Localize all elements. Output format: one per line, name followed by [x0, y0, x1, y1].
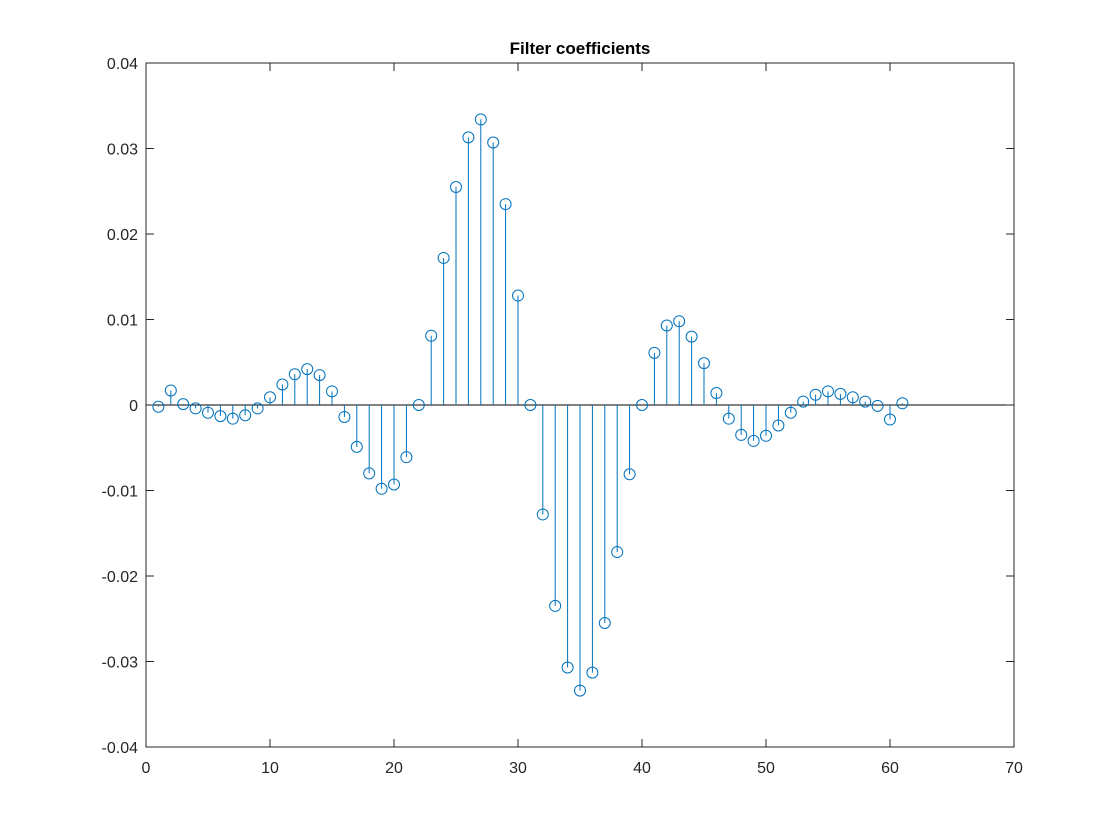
stem-marker — [760, 429, 772, 442]
stem-marker — [623, 468, 636, 481]
stem-marker — [437, 251, 450, 264]
stem-marker — [549, 599, 562, 612]
y-tick-label: -0.04 — [102, 740, 139, 757]
x-tick-label: 0 — [142, 760, 151, 777]
stem-marker — [896, 397, 909, 410]
axis-ticks — [145, 62, 1015, 748]
stem-marker — [375, 482, 388, 495]
stem-marker — [698, 357, 710, 370]
x-tick-label: 50 — [757, 760, 775, 777]
stem-marker — [363, 467, 376, 480]
y-tick-label: -0.03 — [102, 655, 139, 672]
x-tick-label: 30 — [509, 760, 527, 777]
stem-marker — [462, 131, 475, 144]
stem-marker — [239, 409, 252, 422]
stem-marker — [747, 434, 760, 447]
stem-marker — [772, 419, 785, 432]
x-tick-label: 70 — [1005, 760, 1023, 777]
stem-marker — [871, 399, 884, 412]
stem-marker — [536, 508, 549, 521]
y-tick-label: 0.01 — [107, 313, 138, 330]
y-tick-label: 0.04 — [107, 56, 138, 73]
y-tick-label: -0.02 — [102, 569, 139, 586]
stem-marker — [226, 412, 239, 425]
stem-marker — [313, 369, 326, 382]
stem-marker — [164, 384, 177, 397]
stem-marker — [474, 113, 487, 126]
y-tick-label: 0.03 — [107, 142, 138, 159]
x-tick-label: 20 — [385, 760, 403, 777]
stem-marker — [177, 398, 190, 411]
x-tick-label: 10 — [261, 760, 279, 777]
stem-marker — [884, 413, 896, 426]
x-tick-label: 40 — [633, 760, 651, 777]
stem-marker — [784, 406, 797, 419]
stem-marker — [710, 387, 723, 400]
stem-marker — [152, 400, 165, 413]
stem-marker — [834, 387, 847, 400]
stem-marker — [301, 363, 314, 376]
stem-marker — [214, 410, 227, 423]
stem-marker — [412, 399, 425, 411]
stem-marker — [350, 440, 363, 453]
stem-marker — [574, 684, 586, 697]
stem-marker — [722, 412, 735, 425]
stem-marker — [400, 451, 413, 464]
x-axis-tick-labels: 0 10 20 30 40 50 60 70 — [142, 760, 1023, 777]
stem-marker — [388, 478, 400, 491]
stem-marker — [202, 406, 214, 419]
stem-marker — [487, 136, 500, 149]
stem-marker — [598, 617, 611, 630]
stem-series — [152, 113, 909, 697]
stem-marker — [660, 319, 673, 332]
stem-marker — [326, 385, 338, 398]
chart-title: Filter coefficients — [510, 39, 651, 58]
stem-marker — [338, 410, 351, 423]
stem-marker — [611, 546, 624, 559]
stem-marker — [648, 346, 661, 359]
plot-area: 0 10 20 30 40 50 60 70 -0.04 -0.03 -0.02 -0.01 0 0.0… — [102, 56, 1023, 777]
x-tick-label: 60 — [881, 760, 899, 777]
stem-marker — [288, 368, 301, 381]
stem-marker — [251, 402, 264, 415]
stem-marker — [450, 180, 462, 193]
stem-marker — [264, 391, 276, 404]
stem-marker — [846, 391, 859, 404]
stem-marker — [859, 395, 872, 408]
stem-marker — [673, 315, 686, 328]
stem-marker — [636, 399, 648, 411]
stem-marker — [685, 330, 698, 343]
stem-marker — [189, 402, 202, 415]
stem-marker — [512, 289, 524, 302]
stem-marker — [524, 399, 537, 411]
stem-marker — [561, 661, 574, 674]
stem-marker — [797, 395, 810, 408]
stem-marker — [425, 329, 438, 342]
stem-marker — [822, 385, 834, 398]
stem-marker — [735, 428, 748, 441]
y-axis-tick-labels: -0.04 -0.03 -0.02 -0.01 0 0.01 0.02 0.03 0.04 — [102, 56, 139, 757]
y-tick-label: 0.02 — [107, 227, 138, 244]
stem-marker — [586, 666, 599, 679]
stem-marker — [276, 378, 289, 391]
y-tick-label: 0 — [129, 398, 138, 415]
y-tick-label: -0.01 — [102, 484, 139, 501]
stem-marker — [809, 388, 822, 401]
stem-marker — [499, 198, 512, 211]
